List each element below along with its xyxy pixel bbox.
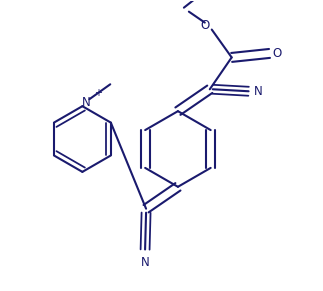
Text: N: N (254, 85, 263, 98)
Text: N: N (82, 96, 91, 109)
Text: O: O (273, 47, 282, 60)
Text: +: + (94, 88, 102, 98)
Text: O: O (200, 19, 209, 32)
Text: N: N (141, 256, 150, 269)
